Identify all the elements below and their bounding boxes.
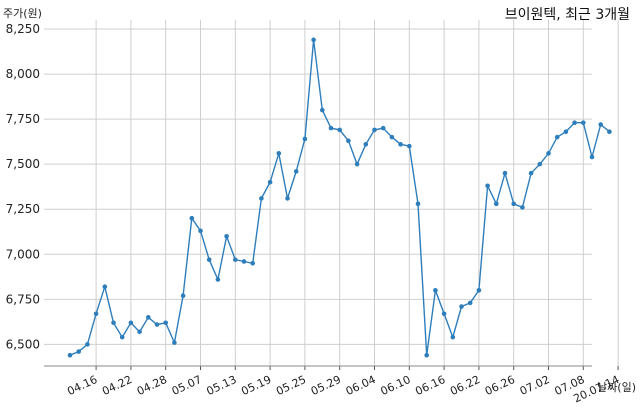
price-point [189, 215, 195, 221]
chart-title: 브이원텍, 최근 3개월 [504, 7, 630, 23]
x-tick-label: 06.10 [379, 373, 413, 398]
price-point [267, 179, 273, 185]
price-point [520, 205, 525, 210]
price-point [67, 352, 73, 358]
price-point [102, 284, 108, 290]
price-point [233, 257, 238, 262]
price-point [85, 342, 90, 347]
x-tick-label: 06.26 [483, 373, 517, 398]
price-point [380, 125, 386, 131]
x-tick-label: 05.29 [309, 373, 343, 398]
price-point [285, 196, 290, 201]
price-point [372, 127, 377, 133]
price-point [511, 201, 516, 207]
x-tick-label: 06.22 [448, 373, 482, 398]
price-point [241, 259, 247, 264]
price-point [363, 142, 369, 147]
price-point [485, 183, 490, 189]
x-tick-label: 05.19 [239, 373, 273, 398]
x-tick-label: 04.22 [100, 373, 134, 398]
price-point [441, 311, 447, 317]
price-point [563, 129, 569, 135]
y-tick-label: 6,500 [6, 337, 40, 351]
price-point [433, 288, 438, 293]
price-point [459, 304, 464, 309]
price-point [424, 352, 430, 358]
y-tick-label: 8,000 [6, 67, 40, 81]
price-point [389, 134, 395, 140]
y-tick-label: 8,250 [6, 22, 40, 36]
price-point [215, 277, 221, 282]
price-point [494, 201, 499, 207]
price-point [398, 142, 403, 147]
price-point [598, 122, 603, 127]
price-point [111, 320, 116, 326]
y-tick-label: 7,750 [6, 112, 40, 126]
price-point [198, 228, 203, 234]
y-tick-label: 6,750 [6, 292, 40, 306]
price-point [302, 136, 308, 142]
y-tick-label: 7,500 [6, 157, 40, 171]
axes: 6,500 6,750 7,000 7,250 7,500 7,750 8,000 8,250… [6, 22, 622, 405]
x-tick-label: 05.07 [170, 373, 204, 398]
x-tick-label: 05.25 [274, 373, 308, 398]
x-axis-label: 날짜(일) [597, 381, 636, 394]
x-tick-label: 07.02 [518, 373, 552, 398]
price-point [450, 334, 456, 340]
x-tick-label: 06.16 [413, 373, 447, 398]
x-tick-label: 05.13 [205, 373, 239, 398]
price-point [476, 288, 482, 293]
price-point [93, 311, 99, 317]
price-point [250, 260, 255, 266]
price-point [589, 154, 595, 160]
price-point [554, 134, 560, 140]
price-point [224, 233, 229, 239]
price-point [337, 127, 343, 133]
price-point [607, 129, 612, 135]
price-point [572, 120, 577, 126]
y-axis-label: 주가(원) [3, 7, 42, 20]
x-tick-label: 04.16 [65, 373, 99, 398]
price-series [67, 37, 612, 358]
price-point [180, 293, 186, 299]
price-point [502, 170, 508, 176]
price-point [407, 143, 412, 149]
price-point [163, 320, 168, 326]
price-point [311, 37, 316, 43]
price-point [128, 320, 134, 326]
price-point [354, 161, 360, 167]
price-point [467, 300, 473, 306]
x-tick-label: 04.28 [135, 373, 169, 398]
price-point [137, 329, 142, 335]
price-point [415, 201, 421, 207]
x-tick-label: 06.04 [344, 373, 378, 398]
price-point [154, 322, 160, 327]
price-point [76, 349, 81, 354]
grid [44, 20, 619, 366]
price-point [293, 169, 299, 174]
price-point [206, 257, 212, 262]
price-point [259, 196, 264, 201]
price-point [276, 151, 282, 156]
y-tick-label: 7,250 [6, 202, 40, 216]
price-point [346, 138, 351, 144]
price-point [172, 340, 177, 345]
price-point [320, 107, 325, 113]
y-tick-label: 7,000 [6, 247, 40, 261]
price-point [119, 334, 125, 340]
price-point [546, 151, 551, 156]
price-point [581, 120, 586, 126]
price-point [537, 161, 543, 167]
price-point [328, 125, 334, 131]
price-point [146, 315, 151, 320]
price-point [528, 170, 534, 176]
